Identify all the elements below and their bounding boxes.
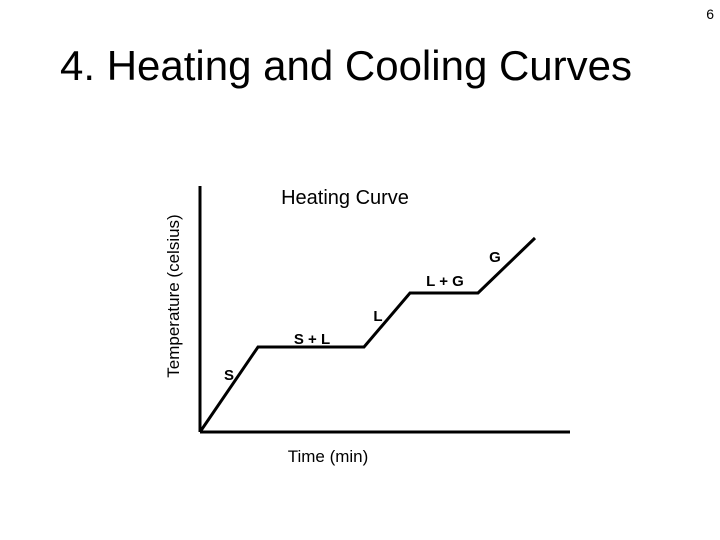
label-gas: G [489, 249, 501, 266]
slide-title: 4. Heating and Cooling Curves [60, 42, 633, 89]
label-solid: S [224, 367, 234, 384]
label-solid-liquid: S + L [294, 331, 330, 348]
label-liquid: L [373, 308, 382, 325]
heating-curve-line [198, 236, 537, 433]
label-liquid-gas: L + G [426, 273, 464, 290]
x-axis-label: Time (min) [288, 447, 369, 466]
diagram-title: Heating Curve [281, 187, 409, 209]
slide-number: 6 [706, 6, 714, 22]
